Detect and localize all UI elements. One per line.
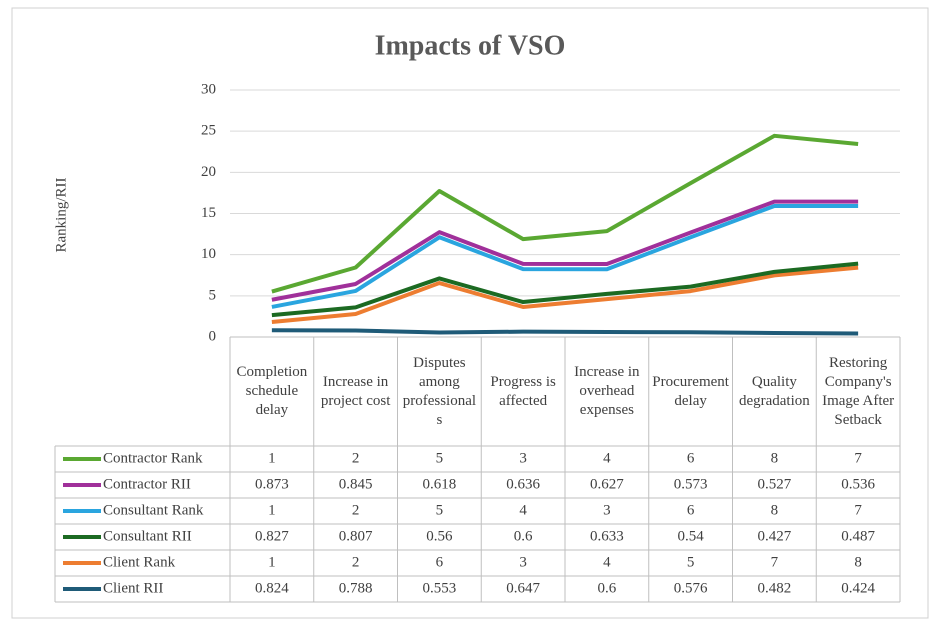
legend-label: Client Rank bbox=[103, 554, 176, 570]
table-value: 0.845 bbox=[339, 476, 373, 492]
x-tick-label: Increase in overhead expenses bbox=[574, 364, 640, 418]
table-value: 5 bbox=[687, 554, 695, 570]
series-line bbox=[271, 265, 859, 324]
table-value: 0.6 bbox=[514, 528, 533, 544]
table-value: 5 bbox=[436, 450, 444, 466]
y-tick-label: 5 bbox=[209, 287, 217, 303]
category-cell: Increase in project cost bbox=[320, 373, 391, 409]
table-value: 3 bbox=[519, 450, 527, 466]
y-tick-label: 30 bbox=[201, 81, 216, 97]
table-value: 4 bbox=[519, 502, 527, 518]
table-value: 2 bbox=[352, 450, 360, 466]
category-cell: Restoring Company's Image After Setback bbox=[822, 354, 895, 428]
table-value: 6 bbox=[687, 502, 695, 518]
chart-title: Impacts of VSO bbox=[375, 30, 566, 61]
table-value: 2 bbox=[352, 502, 360, 518]
table-value: 1 bbox=[268, 554, 276, 570]
table-value: 4 bbox=[603, 450, 611, 466]
table-value: 0.54 bbox=[678, 528, 705, 544]
table-value: 0.647 bbox=[506, 580, 540, 596]
table-value: 0.56 bbox=[426, 528, 453, 544]
legend-label: Consultant RII bbox=[103, 528, 192, 544]
table-value: 1 bbox=[268, 502, 276, 518]
category-cell: Procurement delay bbox=[652, 373, 729, 409]
y-tick-label: 25 bbox=[201, 123, 216, 139]
table-value: 3 bbox=[519, 554, 527, 570]
category-cell: Increase in overhead expenses bbox=[574, 364, 640, 418]
table-value: 8 bbox=[771, 502, 779, 518]
x-tick-label: Quality degradation bbox=[738, 373, 810, 409]
table-value: 0.573 bbox=[674, 476, 708, 492]
table-value: 0.873 bbox=[255, 476, 289, 492]
table-value: 4 bbox=[603, 554, 611, 570]
table-value: 3 bbox=[603, 502, 611, 518]
legend-label: Client RII bbox=[103, 580, 163, 596]
table-value: 7 bbox=[854, 502, 862, 518]
category-cell: Quality degradation bbox=[738, 373, 810, 409]
y-tick-label: 10 bbox=[201, 246, 216, 262]
series-line bbox=[271, 133, 859, 294]
table-value: 0.627 bbox=[590, 476, 624, 492]
x-tick-label: Completion schedule delay bbox=[236, 364, 308, 418]
legend-label: Contractor Rank bbox=[103, 450, 203, 466]
x-tick-label: Restoring Company's Image After Setback bbox=[822, 354, 895, 428]
table-value: 0.482 bbox=[758, 580, 792, 596]
table-value: 0.576 bbox=[674, 580, 708, 596]
series-line bbox=[271, 203, 859, 309]
table-value: 0.424 bbox=[841, 580, 875, 596]
category-cell: Completion schedule delay bbox=[236, 364, 308, 418]
table-value: 2 bbox=[352, 554, 360, 570]
table-value: 0.824 bbox=[255, 580, 289, 596]
table-value: 7 bbox=[854, 450, 862, 466]
legend-label: Contractor RII bbox=[103, 476, 191, 492]
table-value: 6 bbox=[687, 450, 695, 466]
table-value: 0.487 bbox=[841, 528, 875, 544]
y-axis-label: Ranking/RII bbox=[53, 178, 69, 253]
series-line bbox=[271, 261, 859, 318]
y-tick-label: 15 bbox=[201, 205, 216, 221]
table-value: 0.788 bbox=[339, 580, 373, 596]
table-value: 0.553 bbox=[423, 580, 457, 596]
table-value: 0.618 bbox=[423, 476, 457, 492]
table-value: 0.427 bbox=[758, 528, 792, 544]
table-value: 0.536 bbox=[841, 476, 875, 492]
chart-border bbox=[11, 7, 929, 619]
x-tick-label: Procurement delay bbox=[652, 373, 729, 409]
series-line bbox=[271, 328, 859, 336]
x-tick-label: Progress is affected bbox=[490, 373, 556, 409]
table-value: 1 bbox=[268, 450, 276, 466]
table-value: 6 bbox=[436, 554, 444, 570]
y-tick-label: 20 bbox=[201, 164, 216, 180]
series-line bbox=[271, 199, 859, 302]
x-tick-label: Increase in project cost bbox=[320, 373, 391, 409]
category-cell: Progress is affected bbox=[490, 373, 556, 409]
table-value: 5 bbox=[436, 502, 444, 518]
table-value: 0.6 bbox=[598, 580, 617, 596]
table-value: 0.633 bbox=[590, 528, 624, 544]
table-value: 0.827 bbox=[255, 528, 289, 544]
x-tick-label: Disputes among professionals bbox=[402, 354, 477, 428]
table-value: 0.527 bbox=[758, 476, 792, 492]
y-tick-label: 0 bbox=[209, 328, 217, 344]
table-value: 0.636 bbox=[506, 476, 540, 492]
legend-label: Consultant Rank bbox=[103, 502, 204, 518]
table-value: 8 bbox=[771, 450, 779, 466]
table-value: 0.807 bbox=[339, 528, 373, 544]
category-cell: Disputes among professionals bbox=[402, 354, 477, 428]
table-value: 7 bbox=[771, 554, 779, 570]
table-value: 8 bbox=[854, 554, 862, 570]
